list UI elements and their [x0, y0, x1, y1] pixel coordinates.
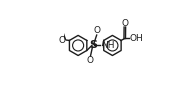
Text: S: S: [89, 40, 97, 50]
Text: OH: OH: [130, 34, 143, 43]
Text: NH: NH: [101, 41, 114, 50]
Text: O: O: [121, 19, 128, 28]
Text: O: O: [59, 36, 66, 45]
Text: O: O: [86, 56, 93, 65]
Text: O: O: [93, 26, 101, 35]
